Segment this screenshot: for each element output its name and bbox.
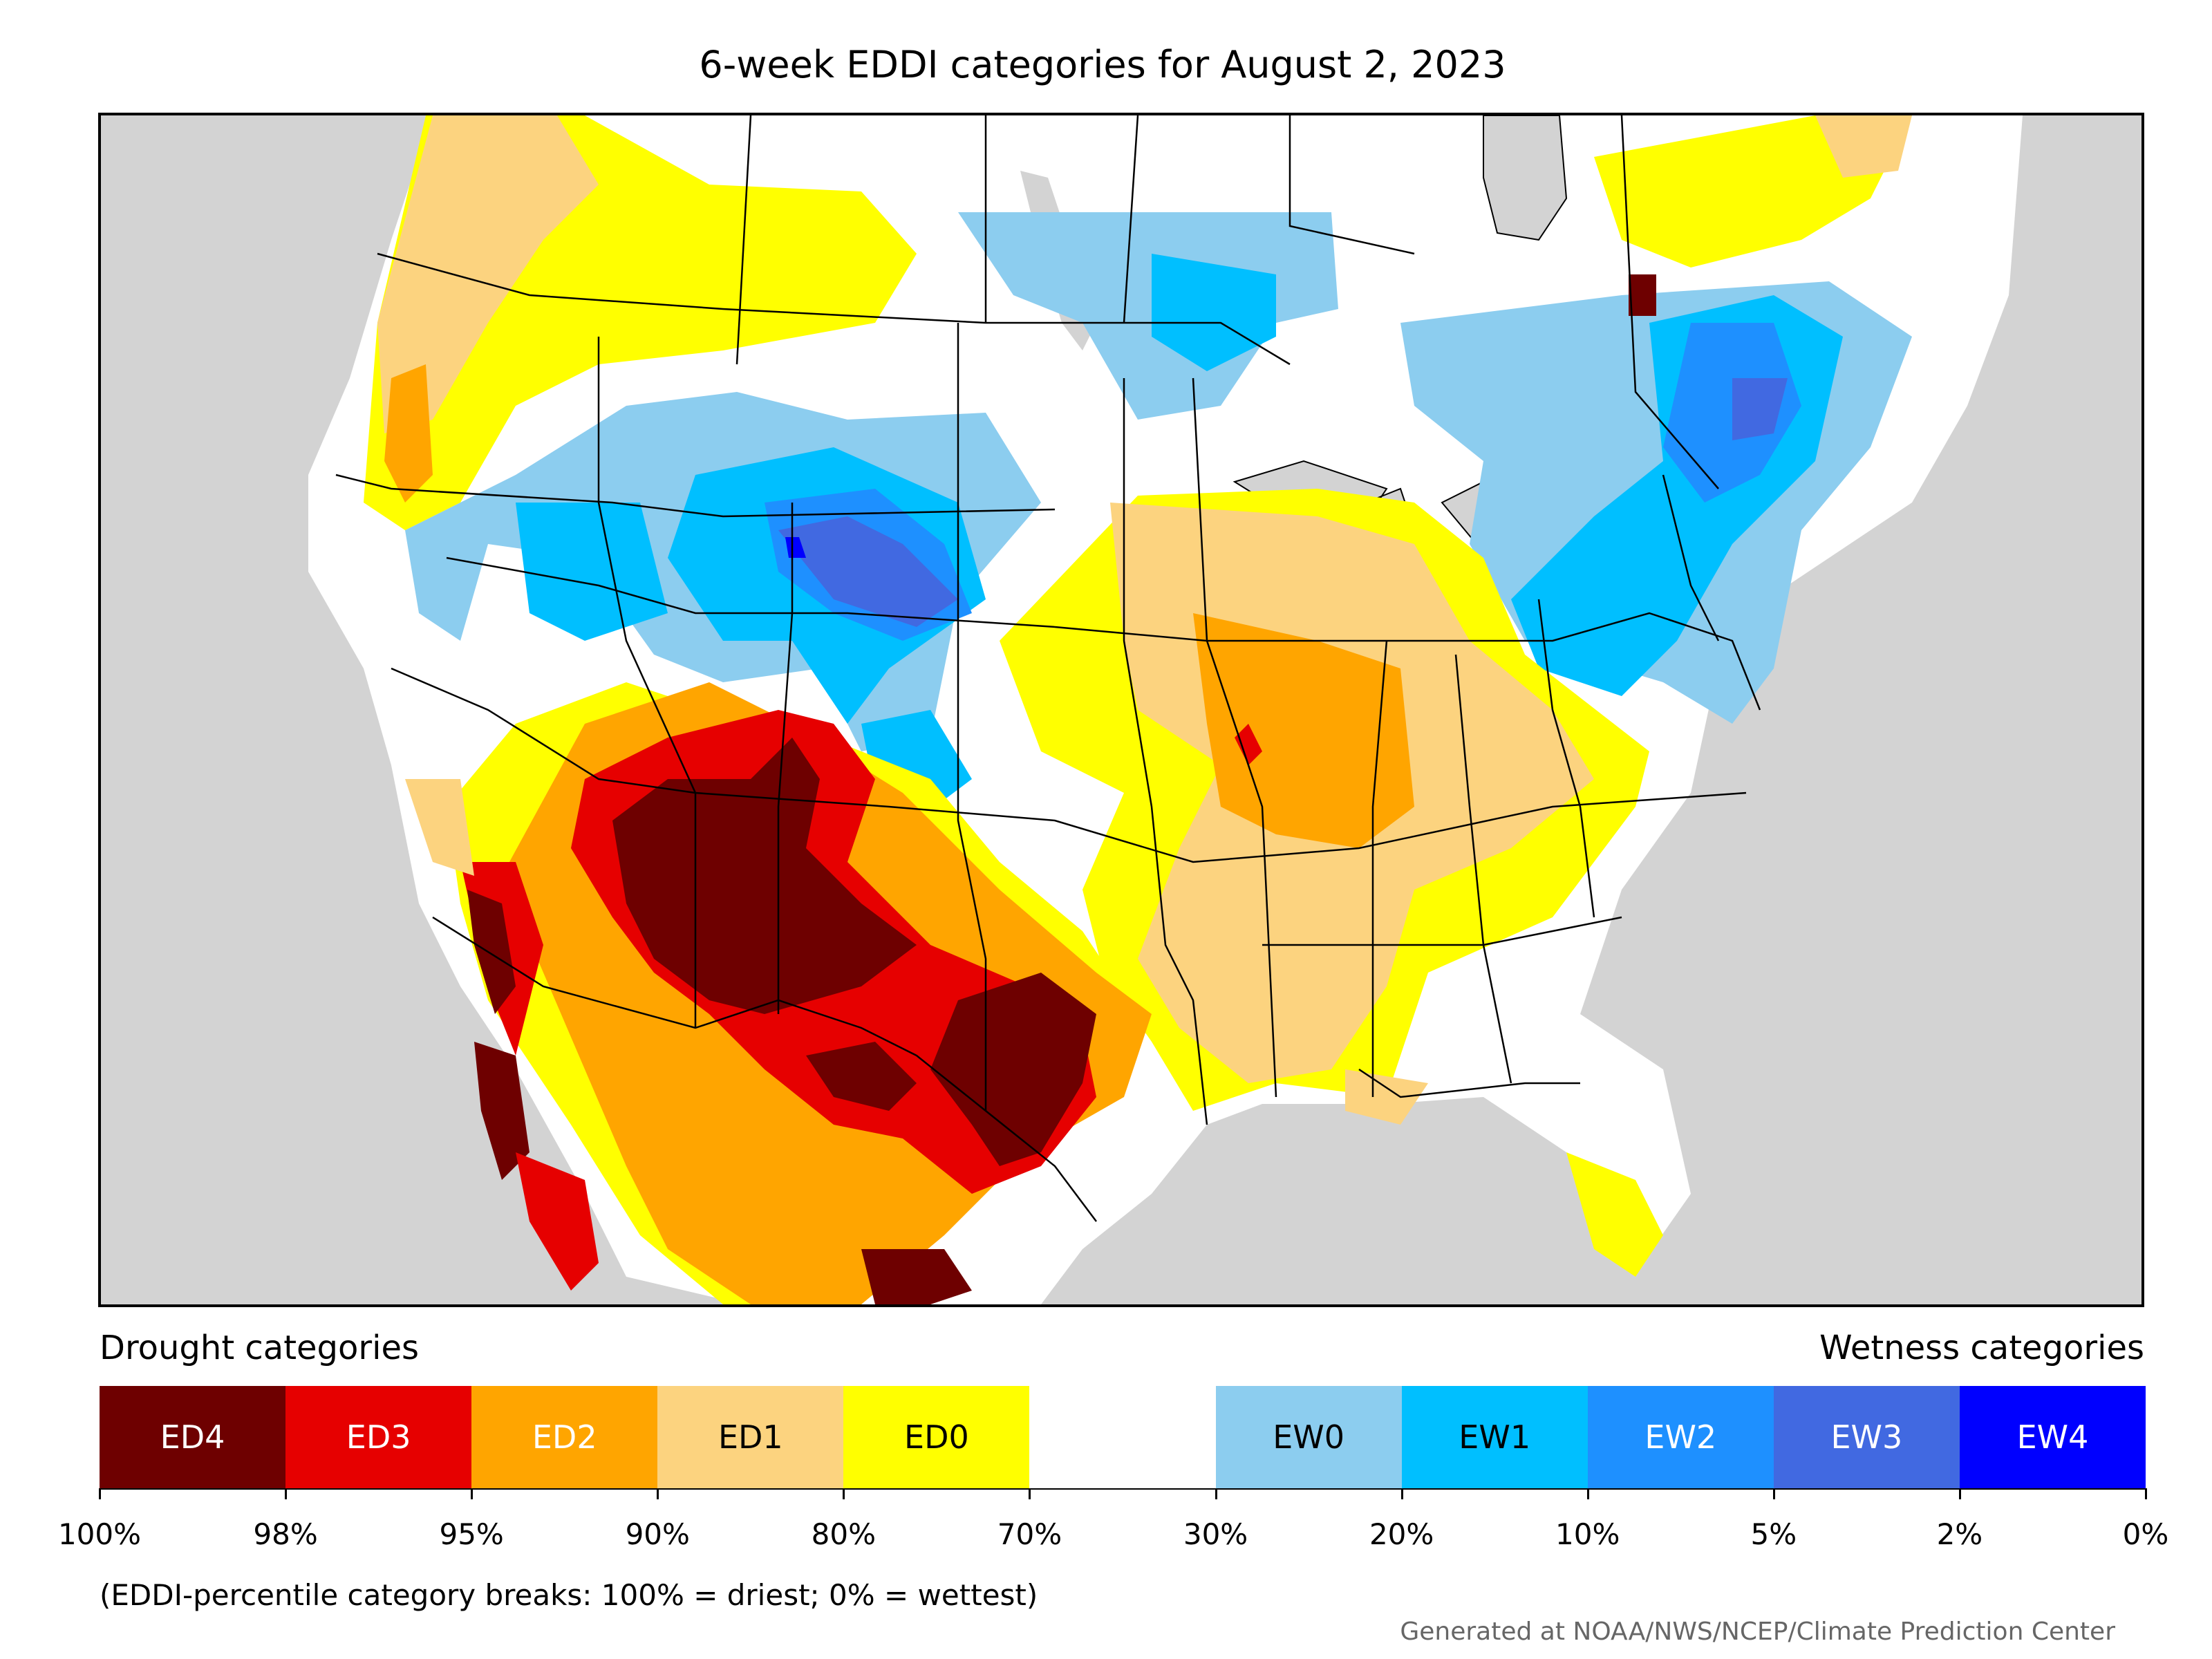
tick-label: 95% [439, 1517, 504, 1551]
tick-label: 70% [997, 1517, 1062, 1551]
legend-swatch-ew2: EW2 [1587, 1386, 1774, 1488]
tick-mark [2145, 1488, 2147, 1499]
wetness-categories-heading: Wetness categories [1819, 1329, 2144, 1367]
percentile-ticks: 100% 98% 95% 90% 80% 70% 30% 20% 10% 5% 2% 0% [58, 1488, 2168, 1571]
legend-swatch-ed1: ED1 [657, 1386, 844, 1488]
wetness-regions [405, 212, 1912, 821]
hudson-bay [1483, 115, 1568, 241]
drought-categories-heading: Drought categories [100, 1329, 419, 1367]
tick-mark [471, 1488, 474, 1499]
tick-label: 20% [1369, 1517, 1434, 1551]
eddi-map [98, 113, 2144, 1307]
political-borders [335, 115, 1761, 1222]
legend-swatch-ed4: ED4 [100, 1386, 286, 1488]
tick-mark [1215, 1488, 1217, 1499]
legend-swatch-ew4: EW4 [1959, 1386, 2146, 1488]
legend-swatch-ew1: EW1 [1401, 1386, 1588, 1488]
tick-mark [1772, 1488, 1775, 1499]
tick-label: 80% [811, 1517, 877, 1551]
map-title: 6-week EDDI categories for August 2, 202… [699, 43, 1506, 86]
tick-mark [1400, 1488, 1403, 1499]
legend-swatch-ed0: ED0 [843, 1386, 1030, 1488]
eddi-map-canvas [308, 115, 2023, 1304]
drought-regions [364, 115, 1912, 1304]
tick-label: 2% [1936, 1517, 1983, 1551]
tick-mark [1586, 1488, 1589, 1499]
tick-mark [843, 1488, 845, 1499]
tick-label: 100% [57, 1517, 142, 1551]
tick-mark [285, 1488, 288, 1499]
tick-label: 0% [2122, 1517, 2169, 1551]
tick-label: 30% [1183, 1517, 1248, 1551]
tick-mark [1029, 1488, 1031, 1499]
legend-swatch-normal [1029, 1386, 1216, 1488]
legend-swatch-ed2: ED2 [471, 1386, 658, 1488]
tick-label: 98% [253, 1517, 318, 1551]
legend-swatch-ed3: ED3 [285, 1386, 472, 1488]
tick-mark [657, 1488, 659, 1499]
footnote: (EDDI-percentile category breaks: 100% =… [100, 1578, 1038, 1612]
category-colorbar: ED4 ED3 ED2 ED1 ED0 EW0 EW1 EW2 EW3 EW4 [100, 1386, 2146, 1490]
tick-label: 10% [1555, 1517, 1620, 1551]
tick-mark [1958, 1488, 1961, 1499]
legend-swatch-ew3: EW3 [1773, 1386, 1960, 1488]
legend-swatch-ew0: EW0 [1215, 1386, 1402, 1488]
tick-label: 5% [1750, 1517, 1797, 1551]
credit-line: Generated at NOAA/NWS/NCEP/Climate Predi… [1400, 1618, 2115, 1646]
tick-mark [99, 1488, 101, 1499]
tick-label: 90% [625, 1517, 690, 1551]
